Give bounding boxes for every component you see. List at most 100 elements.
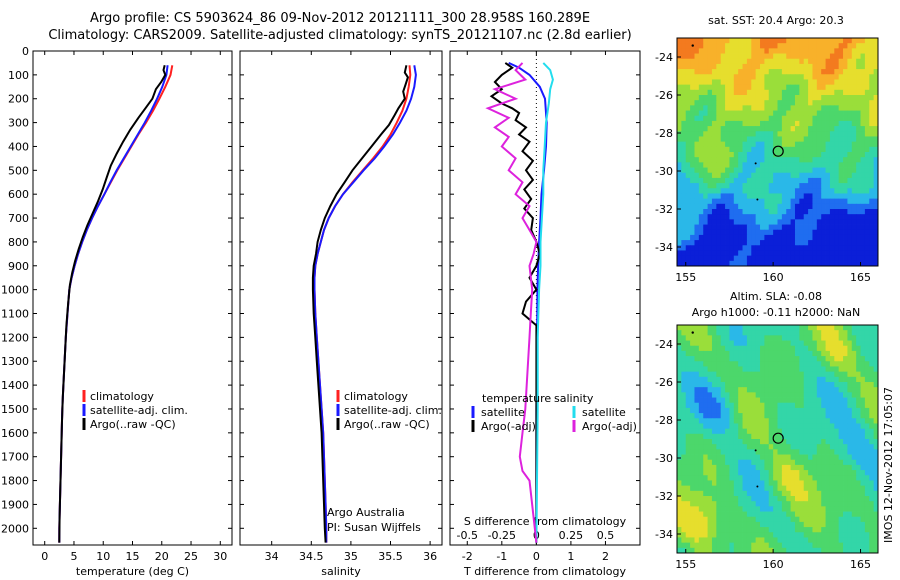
heatmap-cell [725, 464, 730, 471]
heatmap-cell [768, 402, 774, 409]
heatmap-cell [711, 428, 717, 435]
heatmap-cell [834, 63, 840, 70]
heatmap-cell [851, 167, 857, 174]
heatmap-cell [808, 209, 813, 215]
heatmap-cell [847, 485, 853, 492]
heatmap-cell [707, 53, 713, 60]
heatmap-cell [690, 433, 695, 440]
heatmap-cell [821, 470, 826, 476]
heatmap-cell [821, 516, 826, 523]
heatmap-cell [755, 250, 761, 257]
heatmap-cell [751, 234, 757, 241]
heatmap-cell [738, 120, 743, 127]
heatmap-cell [773, 449, 778, 455]
heatmap-cell [799, 340, 805, 347]
heatmap-cell [698, 203, 704, 210]
heatmap-cell [751, 397, 757, 404]
heatmap-cell [843, 382, 848, 388]
heatmap-cell [707, 433, 713, 440]
heatmap-cell [677, 183, 682, 189]
heatmap-cell [803, 330, 809, 336]
heatmap-cell [729, 532, 735, 538]
heatmap-cell [851, 501, 857, 507]
heatmap-cell [729, 387, 735, 393]
heatmap-cell [729, 490, 735, 497]
heatmap-cell [860, 454, 866, 461]
heatmap-cell [764, 387, 770, 393]
heatmap-cell [703, 172, 708, 179]
heatmap-cell [829, 516, 835, 523]
heatmap-cell [829, 240, 835, 246]
heatmap-cell [760, 260, 765, 267]
heatmap-cell [847, 79, 853, 86]
heatmap-cell [729, 177, 735, 184]
heatmap-cell [685, 74, 691, 80]
heatmap-cell [812, 402, 818, 409]
heatmap-cell [760, 423, 765, 430]
heatmap-cell [777, 105, 783, 111]
heatmap-cell [790, 459, 796, 466]
heatmap-cell [869, 38, 875, 44]
heatmap-cell [864, 537, 870, 544]
heatmap-cell [725, 532, 730, 538]
heatmap-cell [869, 95, 875, 101]
heatmap-cell [856, 162, 861, 168]
heatmap-cell [838, 547, 844, 554]
heatmap-cell [843, 376, 848, 383]
heatmap-cell [812, 58, 818, 65]
heatmap-cell [821, 376, 826, 383]
heatmap-cell [847, 131, 853, 137]
heatmap-cell [711, 214, 717, 220]
heatmap-cell [773, 120, 778, 127]
heatmap-cell [856, 219, 861, 225]
heatmap-cell [847, 325, 853, 331]
heatmap-cell [873, 330, 879, 336]
heatmap-cell [716, 188, 722, 194]
heatmap-cell [685, 371, 691, 378]
heatmap-cell [694, 126, 700, 132]
heatmap-cell [746, 146, 752, 153]
heatmap-cell [847, 423, 853, 430]
heatmap-cell [812, 152, 818, 158]
heatmap-cell [829, 480, 835, 487]
heatmap-cell [707, 79, 713, 86]
heatmap-cell [843, 255, 848, 262]
heatmap-cell [790, 470, 796, 476]
heatmap-cell [799, 229, 805, 236]
heatmap-cell [755, 105, 761, 111]
heatmap-cell [803, 366, 809, 373]
heatmap-cell [716, 542, 722, 549]
heatmap-cell [786, 229, 792, 236]
heatmap-cell [746, 53, 752, 60]
heatmap-cell [764, 126, 770, 132]
heatmap-cell [873, 542, 879, 549]
heatmap-cell [711, 527, 717, 533]
heatmap-cell [851, 203, 857, 210]
heatmap-cell [742, 335, 748, 341]
heatmap-cell [847, 516, 853, 523]
heatmap-cell [869, 48, 875, 54]
heatmap-cell [843, 345, 848, 352]
heatmap-cell [869, 245, 875, 251]
heatmap-cell [794, 141, 800, 148]
heatmap-cell [847, 475, 853, 481]
heatmap-cell [716, 126, 722, 132]
heatmap-cell [829, 382, 835, 388]
heatmap-cell [711, 152, 717, 158]
heatmap-cell [799, 485, 805, 492]
heatmap-cell [707, 255, 713, 262]
heatmap-cell [681, 527, 687, 533]
heatmap-cell [733, 120, 739, 127]
heatmap-cell [681, 100, 687, 106]
heatmap-cell [847, 490, 853, 497]
heatmap-cell [825, 131, 831, 137]
heatmap-cell [698, 402, 704, 409]
heatmap-cell [781, 95, 787, 101]
heatmap-cell [838, 193, 844, 200]
heatmap-cell [685, 542, 691, 549]
heatmap-cell [851, 84, 857, 91]
heatmap-cell [707, 120, 713, 127]
heatmap-cell [711, 69, 717, 75]
heatmap-cell [738, 177, 743, 184]
